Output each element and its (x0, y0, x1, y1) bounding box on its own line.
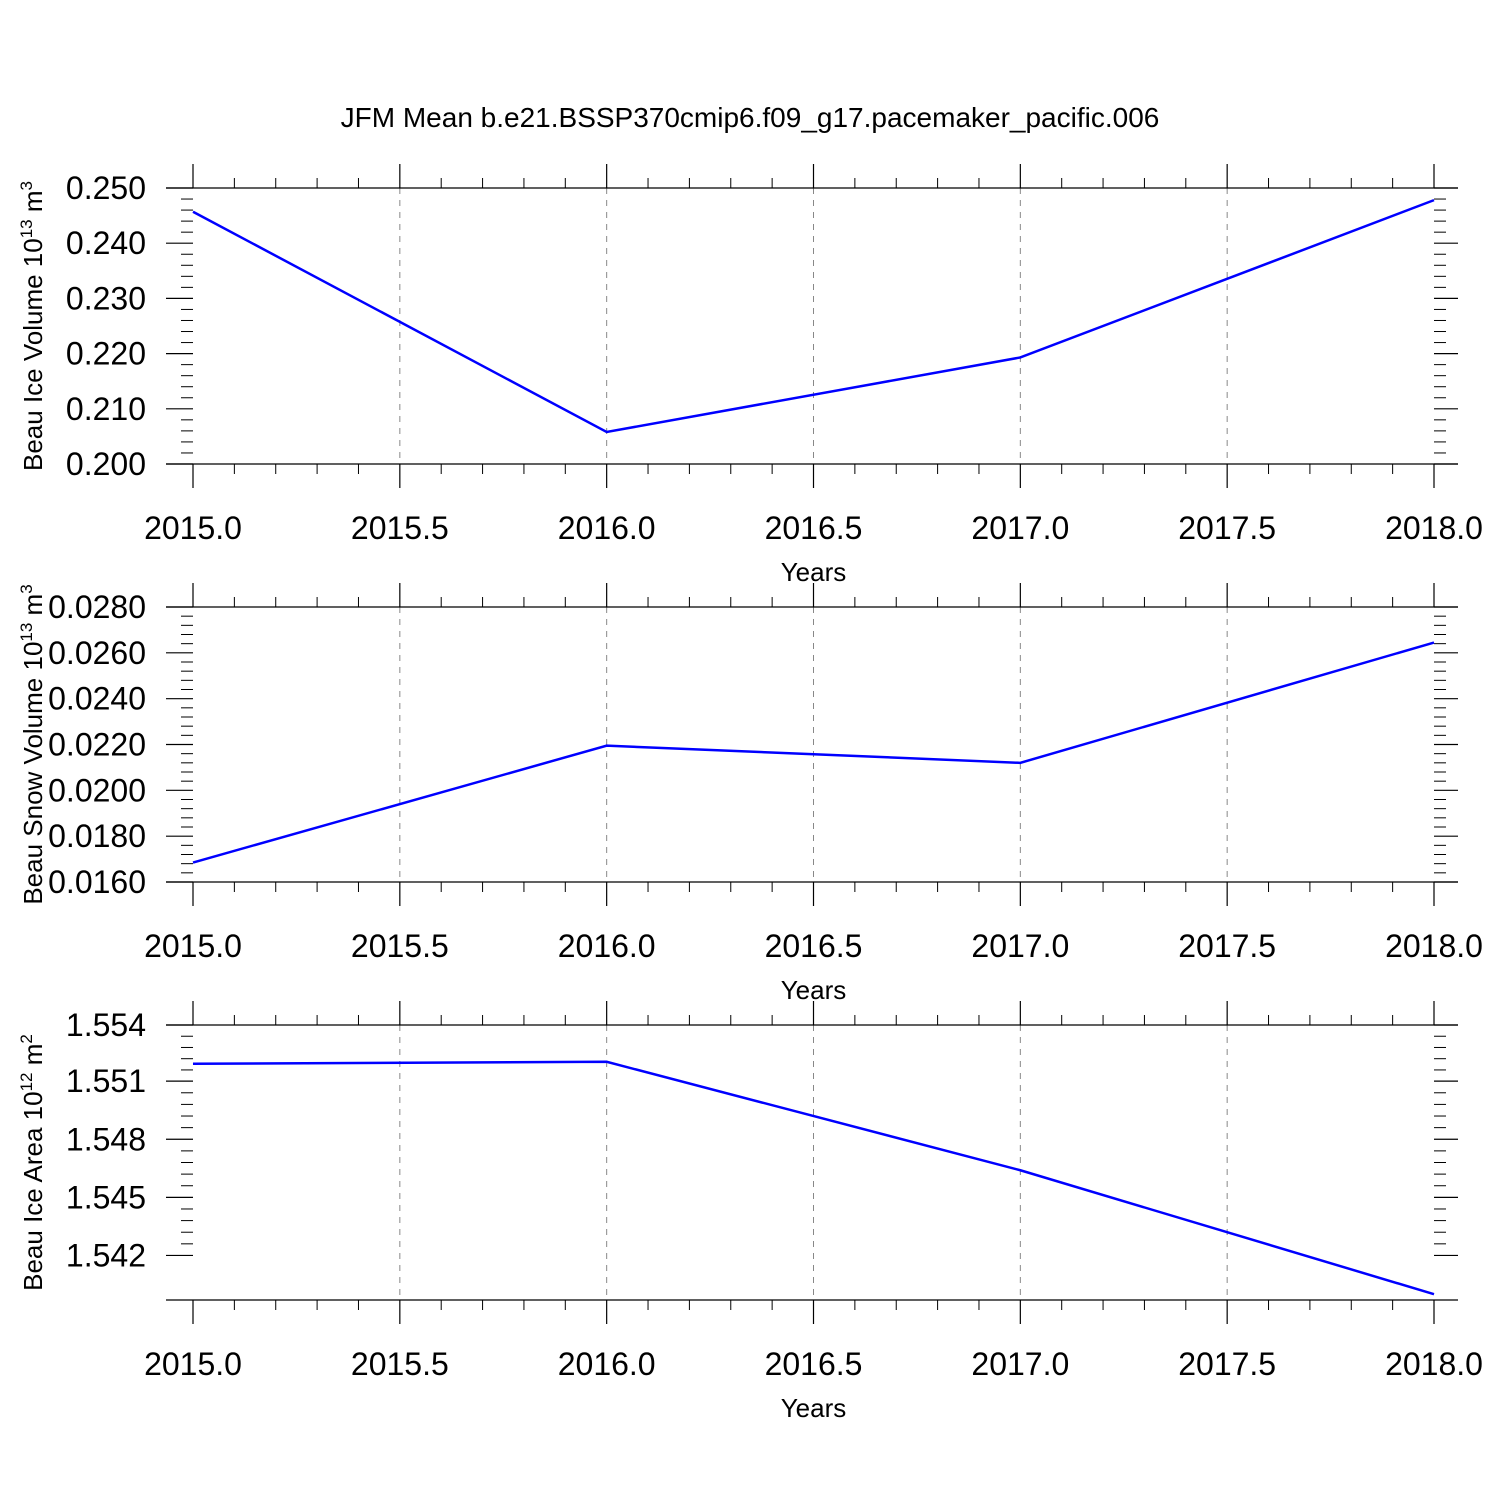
figure-title: JFM Mean b.e21.BSSP370cmip6.f09_g17.pace… (341, 102, 1160, 133)
y-tick-label: 0.0240 (48, 681, 146, 717)
y-tick-label: 1.542 (66, 1237, 146, 1273)
y-tick-label: 0.220 (66, 336, 146, 372)
y-axis-label: Beau Ice Volume 1013 m3 (17, 181, 48, 471)
panel-3: 2015.0 2015.5 2016.0 2016.5 2017.0 2017.5 2018… (17, 1001, 1483, 1423)
x-tick-label: 2016.5 (765, 510, 863, 546)
x-tick-label: 2015.5 (351, 510, 449, 546)
y-tick-label: 0.0260 (48, 635, 146, 671)
x-tick-label: 2018.0 (1385, 510, 1483, 546)
x-tick-label: 2016.0 (558, 510, 656, 546)
x-tick-label: 2015.0 (144, 928, 242, 964)
panels: 2015.0 2015.5 2016.0 2016.5 2017.0 2017.5 2018… (17, 164, 1483, 1423)
y-tick-label: 0.0180 (48, 818, 146, 854)
y-tick-label: 0.240 (66, 225, 146, 261)
y-tick-label: 0.0160 (48, 864, 146, 900)
y-tick-label: 0.210 (66, 391, 146, 427)
y-tick-label: 0.0200 (48, 772, 146, 808)
x-tick-label: 2018.0 (1385, 928, 1483, 964)
y-tick-label: 1.545 (66, 1179, 146, 1215)
x-tick-label: 2017.0 (971, 510, 1069, 546)
y-tick-label: 0.0280 (48, 589, 146, 625)
y-tick-label: 1.551 (66, 1063, 146, 1099)
x-axis-label: Years (781, 1393, 847, 1423)
y-tick-label: 1.554 (66, 1007, 146, 1043)
x-tick-label: 2015.5 (351, 1346, 449, 1382)
panel-2: 2015.0 2015.5 2016.0 2016.5 2017.0 2017.5 2018… (17, 583, 1483, 1005)
x-tick-label: 2016.0 (558, 928, 656, 964)
x-tick-label: 2017.0 (971, 1346, 1069, 1382)
y-tick-label: 0.0220 (48, 727, 146, 763)
x-axis-label: Years (781, 975, 847, 1005)
x-tick-label: 2017.5 (1178, 1346, 1276, 1382)
x-tick-label: 2015.0 (144, 510, 242, 546)
y-axis-label: Beau Snow Volume 1013 m3 (17, 584, 48, 904)
x-tick-label: 2015.0 (144, 1346, 242, 1382)
x-tick-label: 2018.0 (1385, 1346, 1483, 1382)
x-tick-label: 2015.5 (351, 928, 449, 964)
x-tick-label: 2016.5 (765, 928, 863, 964)
x-tick-label: 2016.0 (558, 1346, 656, 1382)
x-tick-label: 2016.5 (765, 1346, 863, 1382)
x-tick-label: 2017.0 (971, 928, 1069, 964)
x-tick-label: 2017.5 (1178, 510, 1276, 546)
y-tick-label: 1.548 (66, 1121, 146, 1157)
y-tick-label: 0.200 (66, 446, 146, 482)
y-axis-label: Beau Ice Area 1012 m2 (17, 1034, 48, 1291)
series-line (193, 1062, 1434, 1294)
x-tick-label: 2017.5 (1178, 928, 1276, 964)
y-tick-label: 0.230 (66, 280, 146, 316)
y-tick-label: 0.250 (66, 170, 146, 206)
panel-1: 2015.0 2015.5 2016.0 2016.5 2017.0 2017.5 2018… (17, 164, 1483, 587)
x-axis-label: Years (781, 557, 847, 587)
